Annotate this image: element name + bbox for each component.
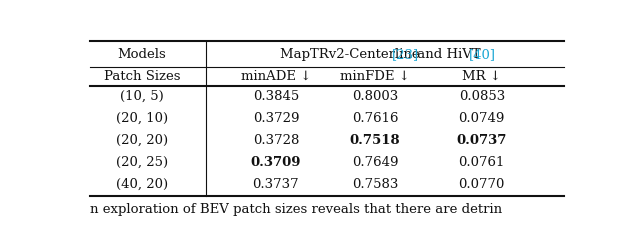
- Text: 0.3728: 0.3728: [253, 134, 299, 147]
- Text: Patch Sizes: Patch Sizes: [104, 70, 180, 83]
- Text: [40]: [40]: [468, 48, 496, 61]
- Text: 0.0761: 0.0761: [459, 156, 505, 169]
- Text: (20, 20): (20, 20): [116, 134, 168, 147]
- Text: 0.7518: 0.7518: [350, 134, 401, 147]
- Text: 0.7649: 0.7649: [352, 156, 398, 169]
- Text: MapTRv2-Centerline: MapTRv2-Centerline: [280, 48, 424, 61]
- Text: 0.3737: 0.3737: [253, 178, 300, 191]
- Text: 0.0853: 0.0853: [459, 90, 505, 103]
- Text: MR ↓: MR ↓: [462, 70, 501, 83]
- Text: and HiVT: and HiVT: [413, 48, 485, 61]
- Text: (20, 25): (20, 25): [116, 156, 168, 169]
- Text: minADE ↓: minADE ↓: [241, 70, 311, 83]
- Text: 0.3729: 0.3729: [253, 112, 299, 125]
- Text: Models: Models: [118, 48, 166, 61]
- Text: 0.0770: 0.0770: [459, 178, 505, 191]
- Text: [23]: [23]: [392, 48, 419, 61]
- Text: 0.0737: 0.0737: [456, 134, 507, 147]
- Text: 0.8003: 0.8003: [352, 90, 398, 103]
- Text: n exploration of BEV patch sizes reveals that there are detrin: n exploration of BEV patch sizes reveals…: [90, 203, 502, 216]
- Text: 0.0749: 0.0749: [459, 112, 505, 125]
- Text: 0.3845: 0.3845: [253, 90, 299, 103]
- Text: (10, 5): (10, 5): [120, 90, 164, 103]
- Text: 0.3709: 0.3709: [251, 156, 301, 169]
- Text: (20, 10): (20, 10): [116, 112, 168, 125]
- Text: 0.7616: 0.7616: [352, 112, 398, 125]
- Text: minFDE ↓: minFDE ↓: [340, 70, 410, 83]
- Text: 0.7583: 0.7583: [352, 178, 398, 191]
- Text: (40, 20): (40, 20): [116, 178, 168, 191]
